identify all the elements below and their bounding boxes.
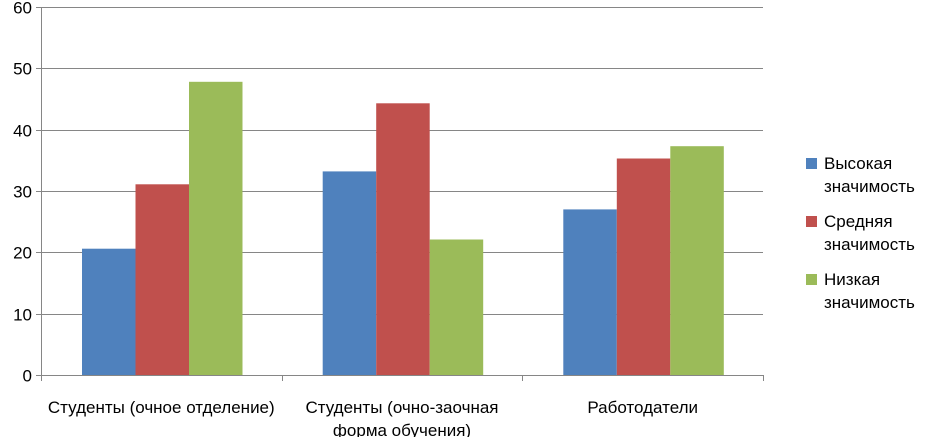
y-tick-label: 60: [13, 0, 32, 18]
bar: [82, 248, 136, 375]
x-category-label: Работодатели: [587, 398, 698, 417]
bar: [563, 209, 617, 375]
legend-swatch: [806, 274, 817, 285]
bar: [429, 239, 484, 375]
legend-label: значимость: [824, 235, 915, 254]
legend-swatch: [806, 158, 817, 169]
bar: [322, 171, 377, 375]
x-category-label: форма обучения): [333, 421, 471, 437]
x-category-label: Студенты (очное отделение): [48, 398, 275, 417]
y-tick-label: 30: [13, 183, 32, 202]
bar: [616, 158, 671, 375]
y-tick-label: 0: [23, 367, 32, 386]
y-tick-label: 10: [13, 306, 32, 325]
legend-label: значимость: [824, 177, 915, 196]
x-category-labels: Студенты (очное отделение) Студенты (очно…: [48, 398, 698, 437]
legend-swatch: [806, 216, 817, 227]
legend-label: Высокая: [824, 154, 892, 173]
legend-label: Средняя: [824, 212, 893, 231]
legend-label: Низкая: [824, 270, 880, 289]
bar: [670, 146, 724, 375]
bars: [82, 81, 724, 376]
bar: [189, 81, 243, 376]
x-category-label: Студенты (очно-заочная: [305, 398, 498, 417]
y-tick-label: 40: [13, 122, 32, 141]
legend-label: значимость: [824, 293, 915, 312]
y-tick-label: 50: [13, 60, 32, 79]
axes: [41, 7, 764, 381]
y-tick-label: 20: [13, 244, 32, 263]
y-tick-labels: 0 10 20 30 40 50 60: [13, 0, 32, 386]
legend: Высокая значимость Средняя значимость Низкая…: [806, 154, 915, 312]
bar: [376, 103, 430, 376]
bar: [135, 184, 189, 375]
